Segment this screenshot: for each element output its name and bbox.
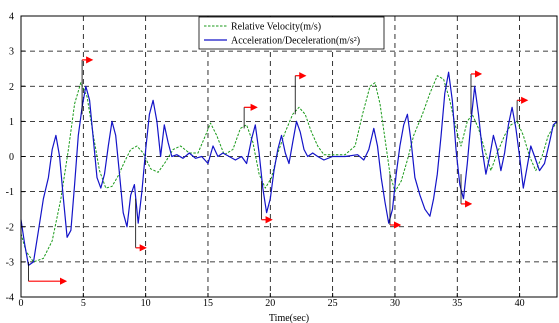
annotations-layer	[28, 56, 529, 285]
x-tick-label: 35	[452, 298, 462, 309]
legend-box	[198, 16, 385, 50]
x-tick-label: 20	[265, 298, 275, 309]
y-tick-label: -3	[6, 257, 14, 268]
grid	[21, 16, 557, 297]
ticks: 0 5 10 15 20 25 30 35 40 -4 -3 -2 -1 0 1 2 3 4	[6, 12, 525, 310]
y-tick-label: -1	[6, 187, 14, 198]
x-tick-label: 30	[390, 298, 400, 309]
y-tick-label: 1	[9, 117, 14, 128]
y-tick-label: 2	[9, 82, 14, 93]
x-tick-label: 5	[81, 298, 86, 309]
legend-label-relative-velocity: Relative Velocity(m/s)	[231, 22, 321, 33]
series-line-acceleration	[20, 71, 558, 266]
y-tick-label: 0	[9, 152, 14, 163]
y-tick-label: 3	[9, 47, 14, 58]
x-tick-label: 40	[515, 298, 525, 309]
series-layer	[20, 71, 558, 266]
y-tick-label: -4	[6, 293, 14, 304]
x-axis-label: Time(sec)	[269, 313, 309, 323]
x-tick-label: 25	[328, 298, 338, 309]
y-tick-label: -2	[6, 222, 14, 233]
legend: Relative Velocity(m/s) Acceleration/Dece…	[198, 16, 385, 50]
plot-frame	[20, 15, 558, 298]
x-tick-label: 0	[19, 298, 24, 309]
x-tick-label: 10	[141, 298, 151, 309]
x-tick-label: 15	[203, 298, 213, 309]
y-tick-label: 4	[9, 12, 14, 23]
legend-label-acceleration: Acceleration/Deceleration(m/s²)	[231, 36, 360, 47]
